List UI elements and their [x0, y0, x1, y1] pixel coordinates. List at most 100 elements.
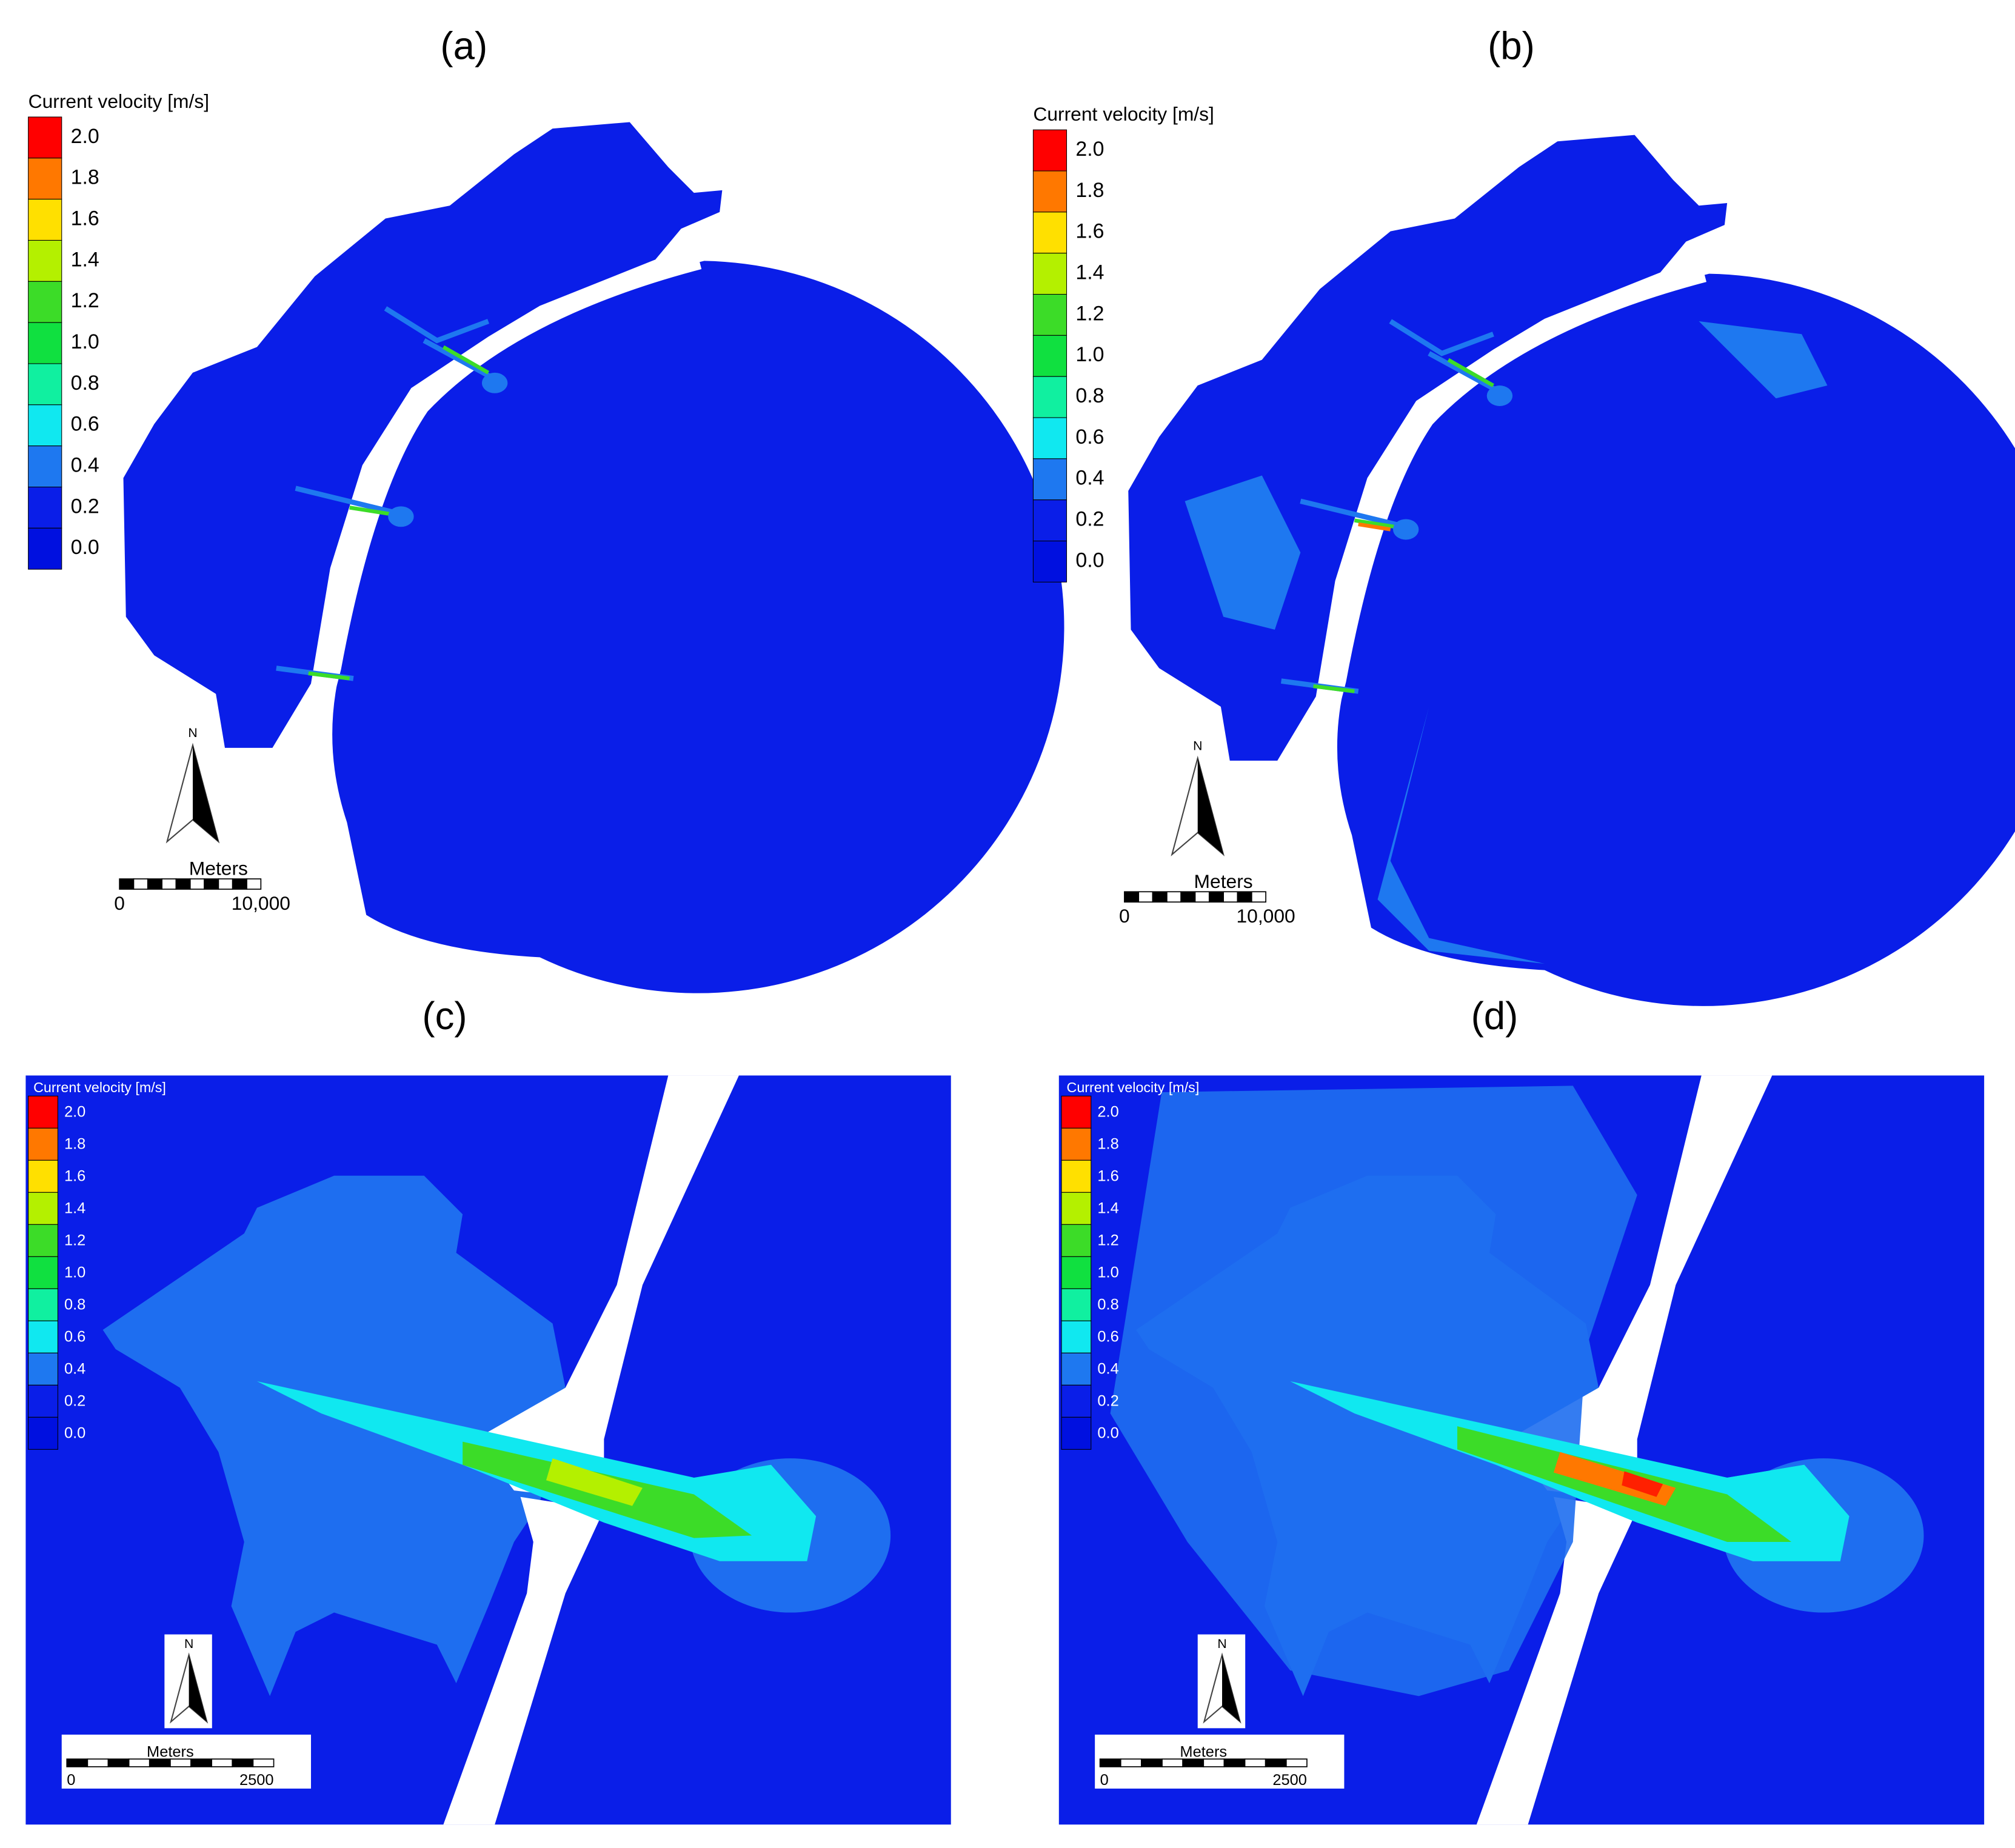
legend-swatch: [28, 239, 62, 282]
legend-swatch: [28, 1288, 58, 1321]
legend-swatch: [28, 1095, 58, 1129]
legend-swatch: [1061, 1127, 1092, 1161]
legend-swatch: [1032, 212, 1068, 254]
scale-segment: [190, 1758, 212, 1767]
legend-label: 1.4: [71, 248, 99, 271]
scale-segment: [119, 878, 135, 890]
legend-label: 1.4: [64, 1200, 85, 1217]
north-label: N: [188, 726, 197, 740]
scale-segment: [1120, 1758, 1142, 1767]
scale-label: 0: [67, 1772, 75, 1789]
scale-segment: [1265, 1758, 1287, 1767]
legend-label: 2.0: [1097, 1104, 1118, 1121]
legend-label: 0.6: [1097, 1329, 1118, 1346]
legend-label: 0.2: [1097, 1393, 1118, 1410]
legend-label: 0.6: [64, 1329, 85, 1346]
panel-label: (a): [440, 24, 487, 67]
scale-segment: [1237, 891, 1252, 903]
legend-swatch: [1061, 1384, 1092, 1418]
legend-swatch: [1032, 170, 1068, 213]
legend-label: 2.0: [1075, 138, 1104, 161]
legend-label: 1.0: [71, 330, 99, 353]
legend-label: 0.0: [1097, 1425, 1118, 1442]
north-arrow-shade: [1222, 1655, 1240, 1722]
panel-d: Current velocity [m/s] 2.0 1.8 1.6 1.4 1.2 1.0…: [1058, 1075, 1985, 1825]
legend-swatch: [28, 1352, 58, 1386]
scale-segment: [246, 878, 262, 890]
scale-segment: [147, 878, 162, 890]
scale-label: 10,000: [1236, 905, 1295, 927]
scale-segment: [232, 1758, 254, 1767]
legend-swatch: [1061, 1095, 1092, 1129]
panel-b: Current velocity [m/s] 2.0 1.8 1.6 1.4 1.2 1.0…: [1032, 103, 2015, 1006]
scale-segment: [1223, 1758, 1246, 1767]
legend-label: 1.6: [71, 207, 99, 230]
legend-title: Current velocity [m/s]: [1067, 1079, 1200, 1095]
scale-segment: [161, 878, 177, 890]
legend-swatch: [1061, 1320, 1092, 1353]
legend-label: 1.4: [1097, 1200, 1118, 1217]
legend-label: 0.0: [64, 1425, 85, 1442]
legend-label: 2.0: [71, 125, 99, 148]
shallow: [1185, 321, 1828, 964]
legend-label: 0.6: [71, 413, 99, 436]
scale-segment: [175, 878, 191, 890]
scale-unit: Meters: [189, 858, 248, 879]
panel-label: (c): [422, 995, 467, 1038]
scale-segment: [1180, 891, 1196, 903]
legend-swatch: [28, 486, 62, 529]
scale-label: 0: [1100, 1772, 1109, 1789]
legend-label: 2.0: [64, 1104, 85, 1121]
legend-label: 1.8: [1097, 1136, 1118, 1153]
scale-segment: [232, 878, 247, 890]
legend-swatch: [1061, 1416, 1092, 1450]
legend-swatch: [28, 1256, 58, 1289]
legend-swatch: [1032, 541, 1068, 582]
scale-segment: [1208, 891, 1224, 903]
legend-title: Current velocity [m/s]: [33, 1079, 166, 1095]
scale-segment: [218, 878, 233, 890]
legend-label: 0.2: [71, 495, 99, 518]
legend-label: 0.6: [1075, 425, 1104, 449]
scale-label: 0: [1119, 905, 1130, 927]
legend-swatch: [28, 1224, 58, 1257]
legend-swatch: [28, 1127, 58, 1161]
scale-segment: [107, 1758, 130, 1767]
panel-label: (d): [1471, 995, 1519, 1038]
north-label: N: [1193, 739, 1202, 753]
scale-segment: [1285, 1758, 1308, 1767]
legend-swatch: [28, 199, 62, 241]
legend-label: 1.8: [1075, 179, 1104, 202]
scale-segment: [1138, 891, 1154, 903]
legend-label: 1.0: [1097, 1264, 1118, 1281]
legend-label: 0.4: [1075, 467, 1104, 490]
legend-swatch: [1061, 1256, 1092, 1289]
legend-swatch: [1061, 1192, 1092, 1225]
legend-swatch: [28, 527, 62, 570]
legend-swatch: [28, 1416, 58, 1450]
legend-label: 1.2: [64, 1232, 85, 1249]
scale-segment: [1099, 1758, 1121, 1767]
legend-swatch: [28, 445, 62, 488]
scale-segment: [1194, 891, 1210, 903]
legend-title: Current velocity [m/s]: [28, 90, 209, 112]
legend-label: 1.2: [71, 289, 99, 312]
scale-label: 10,000: [232, 892, 290, 914]
legend-label: 1.0: [1075, 343, 1104, 366]
legend-swatch: [1032, 294, 1068, 336]
scale-segment: [133, 878, 149, 890]
legend-swatch: [28, 1320, 58, 1353]
north-arrow-shade: [189, 1655, 207, 1722]
legend-swatch: [1032, 253, 1068, 295]
legend-label: 0.0: [1075, 549, 1104, 572]
legend-swatch: [1032, 376, 1068, 418]
jet-max: [1622, 1471, 1663, 1497]
north-arrow-shade: [1197, 758, 1224, 855]
legend-label: 1.0: [64, 1264, 85, 1281]
legend-swatch: [1032, 499, 1068, 542]
scale-segment: [189, 878, 205, 890]
legend-label: 0.4: [64, 1361, 85, 1378]
legend-label: 0.8: [71, 372, 99, 395]
legend-label: 1.4: [1075, 261, 1104, 284]
